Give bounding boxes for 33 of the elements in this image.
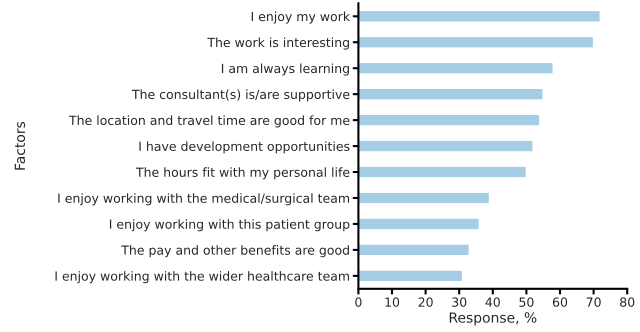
x-tick-label: 10	[385, 297, 400, 307]
y-tick-label: The location and travel time are good for me	[68, 115, 350, 128]
bar	[358, 217, 480, 230]
bar	[358, 62, 554, 75]
x-tick-label: 0	[355, 297, 362, 307]
x-tick-label: 80	[620, 297, 634, 307]
y-tick-label: I enjoy working with this patient group	[110, 219, 350, 232]
bar	[358, 88, 544, 101]
x-tick-label: 40	[485, 297, 500, 307]
x-tick-label: 60	[552, 297, 568, 307]
x-tick-label: 70	[586, 297, 601, 307]
x-tick-label: 50	[519, 297, 534, 307]
bar	[358, 191, 490, 205]
bar	[358, 10, 602, 23]
y-tick-label: The hours fit with my personal life	[136, 167, 350, 180]
y-tick-label: I am always learning	[222, 63, 349, 76]
bar	[358, 140, 534, 153]
x-axis-title: Response, %	[450, 312, 536, 326]
bar	[358, 269, 464, 282]
bar	[358, 243, 470, 256]
x-tick-label: 30	[452, 297, 466, 307]
y-tick-label: The consultant(s) is/are supportive	[132, 89, 350, 102]
bar	[358, 114, 541, 127]
bar	[358, 166, 528, 179]
y-tick-label: The work is interesting	[207, 38, 349, 50]
y-tick-label: I enjoy my work	[252, 12, 350, 24]
y-tick-label: The pay and other benefits are good	[121, 245, 349, 258]
y-tick-label: I enjoy working with the medical/surgical team	[58, 193, 350, 206]
x-tick-label: 20	[418, 297, 433, 307]
y-tick-label: I have development opportunities	[139, 141, 350, 154]
y-tick-label: I enjoy working with the wider healthcare team	[56, 271, 350, 284]
bar	[358, 36, 594, 49]
y-axis-title: Factors	[14, 122, 26, 170]
